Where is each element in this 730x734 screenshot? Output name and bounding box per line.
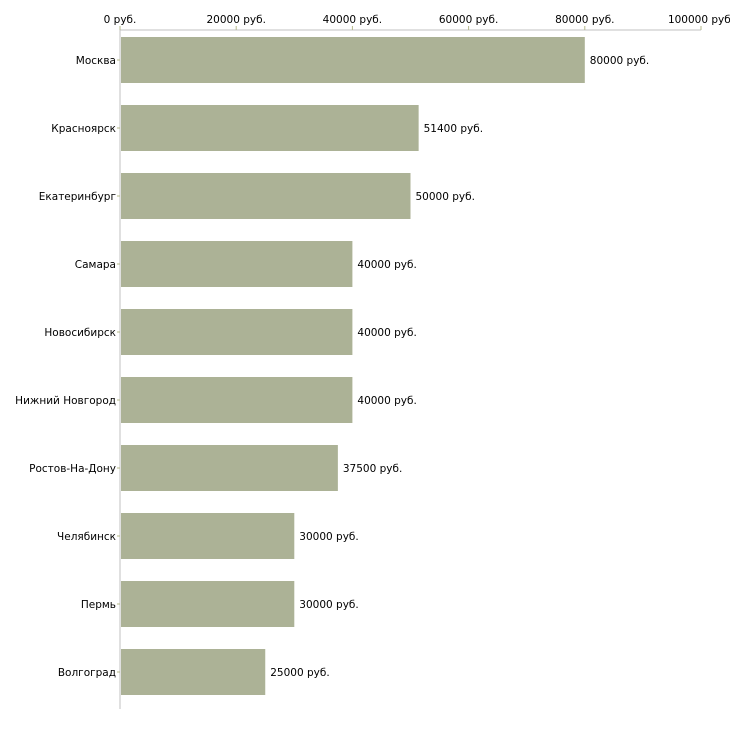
bar <box>121 649 266 695</box>
category-label: Челябинск <box>57 531 116 543</box>
bar <box>121 37 585 83</box>
category-label: Екатеринбург <box>39 191 116 203</box>
x-tick-label: 80000 руб. <box>555 14 614 26</box>
category-label: Красноярск <box>51 123 116 135</box>
bar <box>121 513 295 559</box>
bar <box>121 581 295 627</box>
category-label: Новосибирск <box>44 327 116 339</box>
data-label: 30000 руб. <box>299 599 358 611</box>
data-label: 40000 руб. <box>357 327 416 339</box>
x-tick-label: 60000 руб. <box>439 14 498 26</box>
data-label: 40000 руб. <box>357 395 416 407</box>
x-tick-label: 0 руб. <box>104 14 137 26</box>
bar <box>121 241 353 287</box>
bar <box>121 173 411 219</box>
bar <box>121 377 353 423</box>
category-label: Москва <box>76 55 116 67</box>
data-label: 40000 руб. <box>357 259 416 271</box>
bar <box>121 309 353 355</box>
data-label: 37500 руб. <box>343 463 402 475</box>
category-label: Волгоград <box>58 667 116 679</box>
data-label: 50000 руб. <box>416 191 475 203</box>
x-tick-label: 40000 руб. <box>323 14 382 26</box>
x-tick-label: 20000 руб. <box>206 14 265 26</box>
data-label: 30000 руб. <box>299 531 358 543</box>
x-tick-label: 100000 руб. <box>668 14 730 26</box>
data-label: 51400 руб. <box>424 123 483 135</box>
data-label: 80000 руб. <box>590 55 649 67</box>
bar <box>121 445 338 491</box>
category-label: Самара <box>75 259 116 271</box>
category-label: Пермь <box>81 599 116 611</box>
data-label: 25000 руб. <box>270 667 329 679</box>
bar <box>121 105 419 151</box>
category-label: Нижний Новгород <box>15 395 116 407</box>
category-label: Ростов-На-Дону <box>29 463 116 475</box>
